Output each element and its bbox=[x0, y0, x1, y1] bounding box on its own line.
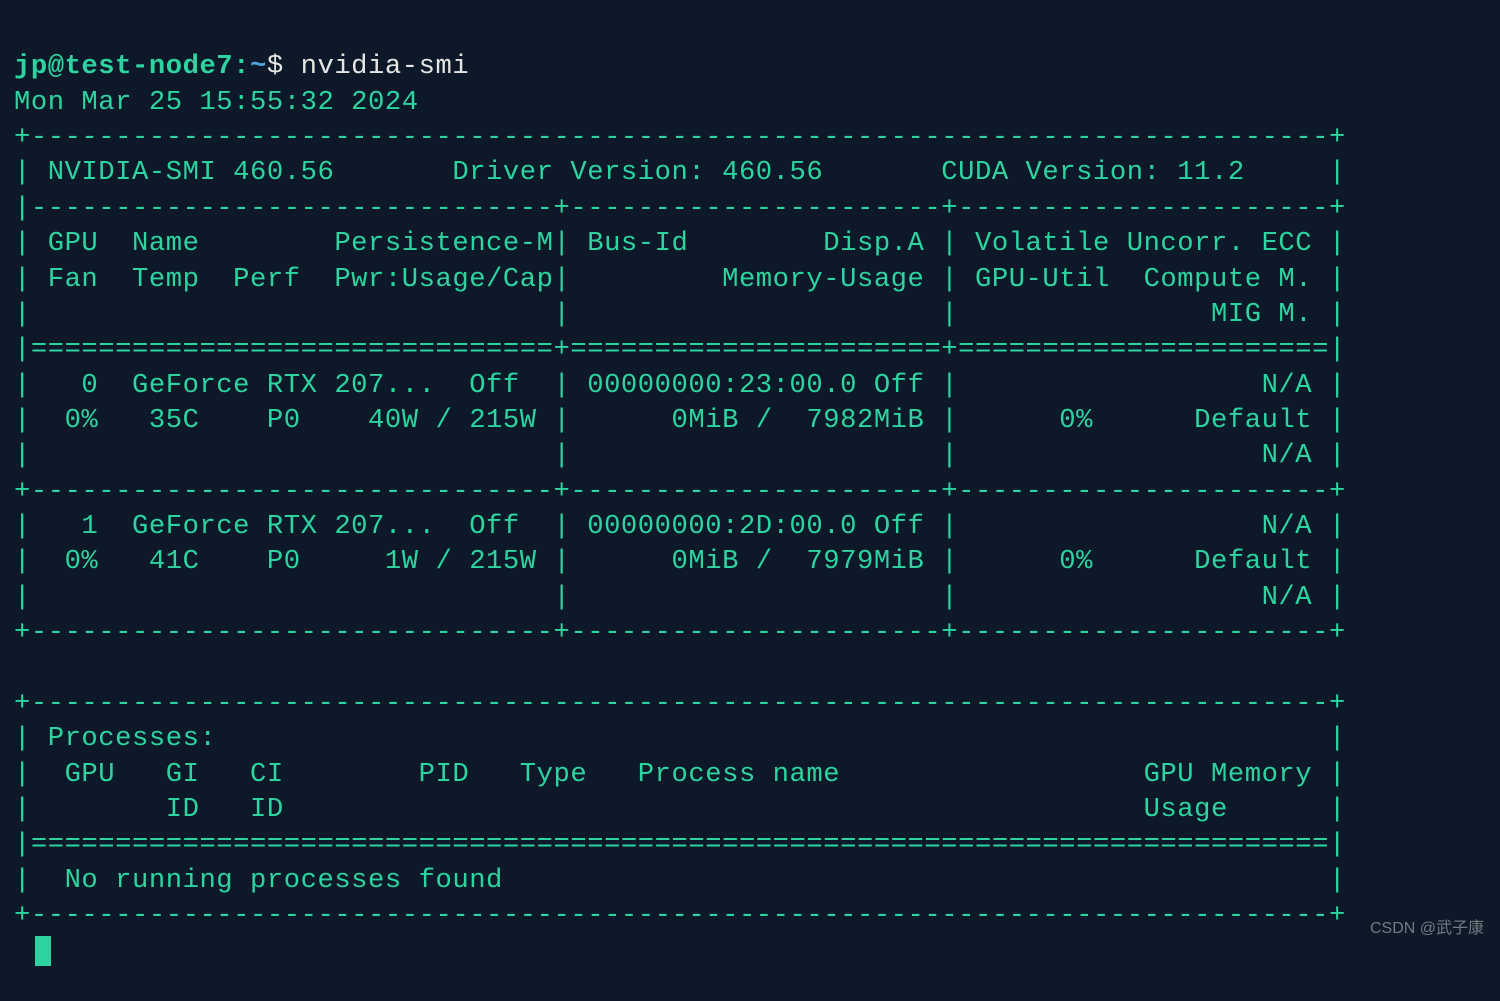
proc-eq: |=======================================… bbox=[14, 829, 1346, 860]
prompt-dollar: $ bbox=[267, 51, 301, 82]
terminal-output: jp@test-node7:~$ nvidia-smi Mon Mar 25 1… bbox=[0, 0, 1500, 969]
gpu1-row2: | 0% 41C P0 1W / 215W | 0MiB / 7979MiB |… bbox=[14, 546, 1346, 577]
sep-mid: |===============================+=======… bbox=[14, 334, 1346, 365]
no-procs: | No running processes found | bbox=[14, 865, 1346, 896]
prompt-user: jp bbox=[14, 51, 48, 82]
columns-1: | GPU Name Persistence-M| Bus-Id Disp.A … bbox=[14, 228, 1346, 259]
sep-bottom: +-------------------------------+-------… bbox=[14, 617, 1346, 648]
gpu1-row3: | | | N/A | bbox=[14, 582, 1346, 613]
columns-3: | | | MIG M. | bbox=[14, 299, 1346, 330]
sep-top: |-------------------------------+-------… bbox=[14, 193, 1346, 224]
prompt-tilde: ~ bbox=[250, 51, 267, 82]
proc-header: | Processes: | bbox=[14, 723, 1346, 754]
columns-2: | Fan Temp Perf Pwr:Usage/Cap| Memory-Us… bbox=[14, 264, 1346, 295]
gpu0-row2: | 0% 35C P0 40W / 215W | 0MiB / 7982MiB … bbox=[14, 405, 1346, 436]
gpu0-row1: | 0 GeForce RTX 207... Off | 00000000:23… bbox=[14, 370, 1346, 401]
gpu0-row3: | | | N/A | bbox=[14, 440, 1346, 471]
prompt-at: @ bbox=[48, 51, 65, 82]
proc-border-top: +---------------------------------------… bbox=[14, 688, 1346, 719]
prompt-colon: : bbox=[233, 51, 250, 82]
cursor-icon bbox=[35, 936, 51, 966]
version-header: | NVIDIA-SMI 460.56 Driver Version: 460.… bbox=[14, 157, 1346, 188]
proc-cols1: | GPU GI CI PID Type Process name GPU Me… bbox=[14, 759, 1346, 790]
prompt-host: test-node7 bbox=[65, 51, 234, 82]
sep-row: +-------------------------------+-------… bbox=[14, 476, 1346, 507]
proc-border-bottom: +---------------------------------------… bbox=[14, 900, 1346, 931]
timestamp: Mon Mar 25 15:55:32 2024 bbox=[14, 87, 419, 118]
command-text[interactable]: nvidia-smi bbox=[301, 51, 470, 82]
next-prompt[interactable] bbox=[14, 935, 51, 966]
watermark: CSDN @武子康 bbox=[1370, 914, 1484, 938]
proc-cols2: | ID ID Usage | bbox=[14, 794, 1346, 825]
prompt-line: jp@test-node7:~$ nvidia-smi bbox=[14, 51, 469, 82]
blank-line bbox=[14, 652, 1346, 683]
gpu1-row1: | 1 GeForce RTX 207... Off | 00000000:2D… bbox=[14, 511, 1346, 542]
border-top: +---------------------------------------… bbox=[14, 122, 1346, 153]
